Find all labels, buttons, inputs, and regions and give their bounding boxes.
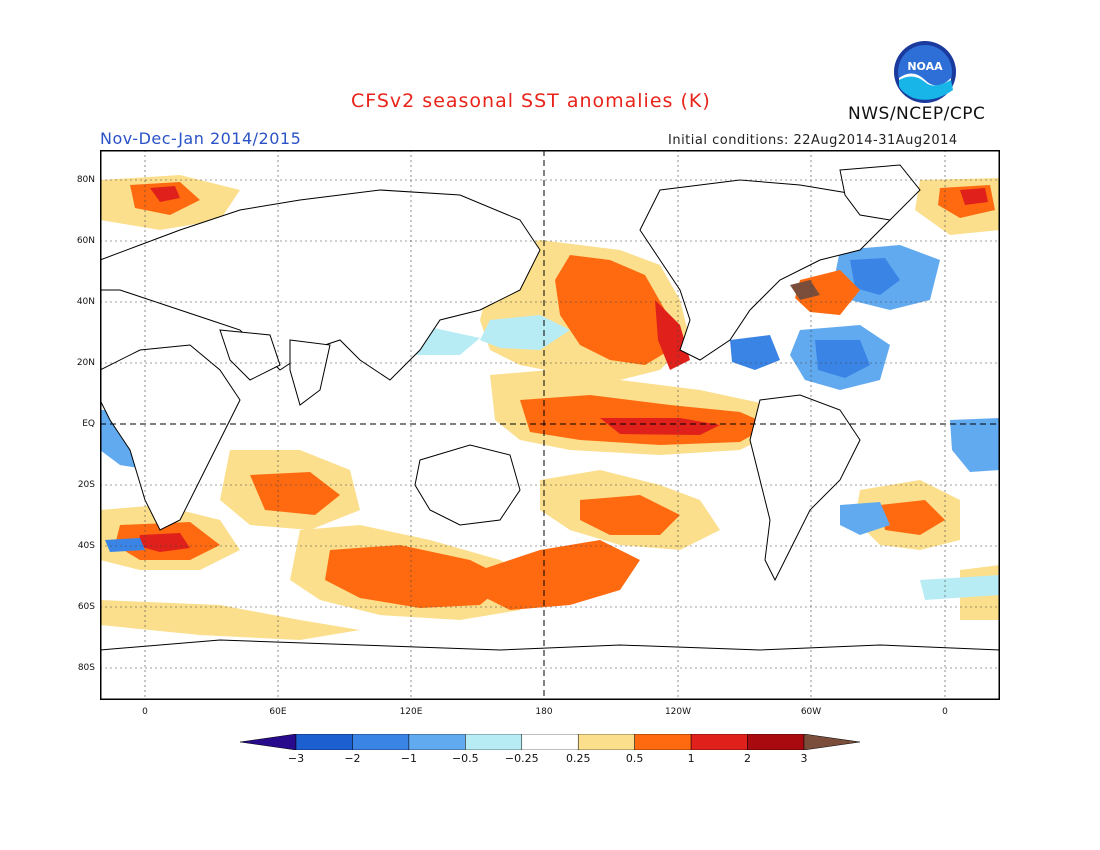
colorbar-box <box>408 734 466 750</box>
lat-label-40s: 40S <box>77 541 95 551</box>
colorbar-label: −2 <box>344 752 361 765</box>
lat-label-80n: 80N <box>76 175 95 185</box>
lat-label-60n: 60N <box>76 236 95 246</box>
season-label: Nov-Dec-Jan 2014/2015 <box>100 129 302 148</box>
lon-label-0-left: 0 <box>142 707 148 717</box>
lon-label-0-right: 0 <box>942 707 948 717</box>
colorbar-label: 0.25 <box>565 752 591 765</box>
colorbar-label: 3 <box>800 752 808 765</box>
colorbar-triangle-min <box>240 734 297 750</box>
colorbar-triangle-max <box>803 734 860 750</box>
colorbar-box <box>634 734 692 750</box>
colorbar <box>240 734 860 750</box>
colorbar-box <box>465 734 523 750</box>
lat-label-eq: EQ <box>82 419 95 429</box>
map-frame <box>100 150 1000 700</box>
lat-label-20s: 20S <box>77 480 95 490</box>
lon-label-180: 180 <box>535 707 553 717</box>
land-masses <box>100 164 1000 700</box>
colorbar-label: 1 <box>687 752 695 765</box>
noaa-logo: NOAA <box>894 41 956 103</box>
initial-conditions-label: Initial conditions: 22Aug2014-31Aug2014 <box>668 133 958 148</box>
sst-anomaly-map <box>100 150 1000 700</box>
lat-label-20n: 20N <box>76 358 95 368</box>
colorbar-box <box>690 734 748 750</box>
colorbar-box <box>295 734 353 750</box>
lat-label-60s: 60S <box>77 602 95 612</box>
colorbar-segments <box>240 734 860 750</box>
lon-label-120e: 120E <box>399 707 423 717</box>
lon-label-120w: 120W <box>664 707 692 717</box>
lon-label-60e: 60E <box>269 707 287 717</box>
colorbar-label: −0.5 <box>451 752 479 765</box>
lon-label-60w: 60W <box>800 707 822 717</box>
lat-label-40n: 40N <box>76 297 95 307</box>
colorbar-label: 0.5 <box>625 752 644 765</box>
colorbar-box <box>747 734 805 750</box>
map-title: CFSv2 seasonal SST anomalies (K) <box>351 90 711 112</box>
colorbar-label: −3 <box>287 752 305 765</box>
colorbar-label: −0.25 <box>504 752 539 765</box>
colorbar-label: 2 <box>744 752 752 765</box>
noaa-logo-text: NOAA <box>907 60 943 73</box>
reference-lines <box>100 150 1000 700</box>
grid-lines <box>100 150 1000 700</box>
agency-label: NWS/NCEP/CPC <box>848 104 986 124</box>
colorbar-label: −1 <box>400 752 417 765</box>
lat-label-80s: 80S <box>77 663 95 673</box>
colorbar-box <box>521 734 579 750</box>
colorbar-box <box>577 734 635 750</box>
colorbar-box <box>352 734 410 750</box>
